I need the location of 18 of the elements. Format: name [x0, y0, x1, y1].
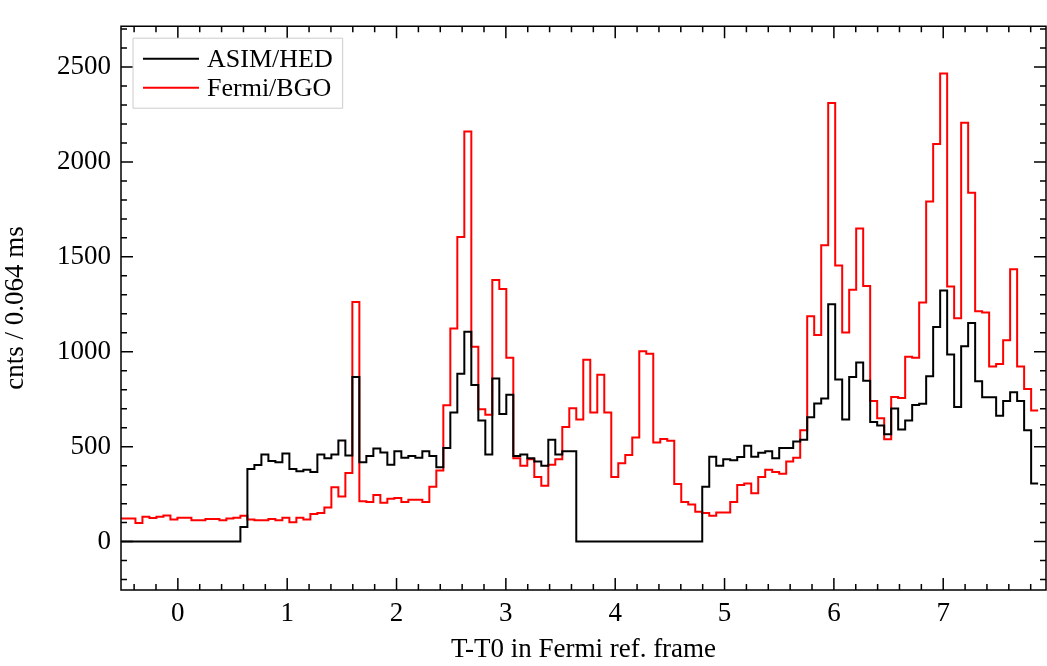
legend-label: Fermi/BGO — [207, 72, 332, 102]
x-tick-label: 4 — [608, 597, 623, 628]
x-tick-label: 7 — [936, 597, 950, 628]
x-tick-label: 1 — [280, 597, 294, 628]
x-tick-label: 5 — [717, 597, 732, 628]
y-tick-label: 500 — [70, 429, 111, 460]
y-tick-label: 1500 — [57, 239, 111, 270]
y-tick-label: 2500 — [57, 50, 111, 81]
y-tick-label: 1000 — [57, 334, 111, 365]
x-tick-label: 6 — [827, 597, 841, 628]
x-axis-title: T-T0 in Fermi ref. frame — [450, 632, 717, 663]
y-tick-label: 2000 — [57, 145, 111, 176]
y-tick-label: 0 — [97, 524, 111, 555]
y-axis-title: cnts / 0.064 ms — [0, 226, 30, 390]
x-tick-label: 3 — [499, 597, 513, 628]
x-tick-label: 2 — [389, 597, 404, 628]
x-tick-label: 0 — [171, 597, 185, 628]
legend-label: ASIM/HED — [207, 43, 333, 73]
